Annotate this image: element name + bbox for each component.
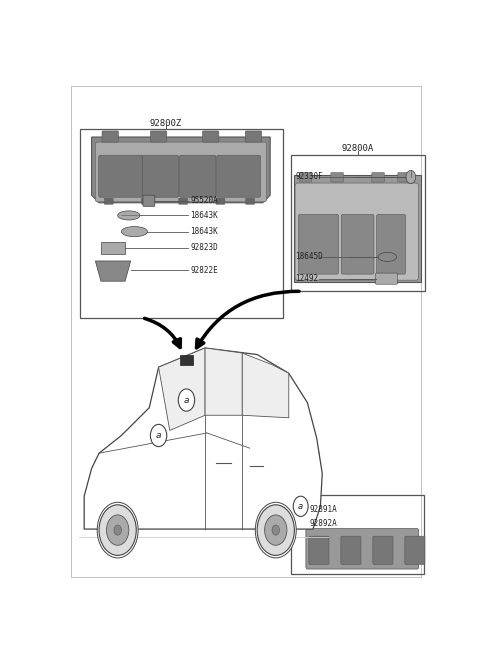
FancyBboxPatch shape — [96, 142, 266, 202]
Text: 95520A: 95520A — [190, 196, 218, 205]
FancyBboxPatch shape — [373, 536, 393, 564]
Polygon shape — [294, 175, 421, 283]
FancyBboxPatch shape — [309, 536, 329, 564]
Text: 92892A: 92892A — [310, 518, 338, 528]
FancyBboxPatch shape — [180, 355, 193, 365]
Text: 18643K: 18643K — [190, 211, 218, 220]
Text: 92891A: 92891A — [310, 505, 338, 514]
Polygon shape — [84, 348, 322, 529]
FancyBboxPatch shape — [150, 131, 167, 142]
FancyBboxPatch shape — [142, 155, 179, 197]
FancyBboxPatch shape — [299, 172, 312, 182]
FancyBboxPatch shape — [405, 536, 425, 564]
Polygon shape — [242, 353, 289, 418]
Text: 18645D: 18645D — [295, 252, 323, 261]
Circle shape — [293, 496, 308, 516]
Text: 92823D: 92823D — [190, 243, 218, 252]
FancyBboxPatch shape — [331, 172, 344, 182]
FancyBboxPatch shape — [375, 273, 397, 284]
FancyBboxPatch shape — [398, 172, 410, 182]
Circle shape — [97, 502, 138, 558]
Circle shape — [255, 502, 296, 558]
FancyBboxPatch shape — [180, 155, 216, 197]
Polygon shape — [92, 137, 270, 203]
FancyBboxPatch shape — [246, 198, 254, 204]
Circle shape — [406, 170, 416, 183]
FancyBboxPatch shape — [216, 155, 261, 197]
Circle shape — [99, 505, 136, 555]
Ellipse shape — [95, 457, 115, 470]
Text: 92822E: 92822E — [190, 265, 218, 275]
Ellipse shape — [118, 211, 140, 220]
FancyBboxPatch shape — [341, 536, 361, 564]
FancyBboxPatch shape — [309, 452, 319, 485]
Text: 12492: 12492 — [295, 274, 318, 283]
Text: 18643K: 18643K — [190, 227, 218, 236]
FancyBboxPatch shape — [377, 214, 406, 274]
FancyBboxPatch shape — [299, 214, 338, 274]
FancyBboxPatch shape — [143, 195, 155, 206]
FancyBboxPatch shape — [245, 131, 262, 142]
Polygon shape — [158, 348, 205, 430]
Polygon shape — [205, 348, 242, 415]
FancyBboxPatch shape — [142, 198, 150, 204]
FancyBboxPatch shape — [87, 487, 109, 516]
Polygon shape — [96, 261, 131, 281]
FancyBboxPatch shape — [179, 198, 188, 204]
Ellipse shape — [121, 227, 147, 237]
FancyBboxPatch shape — [372, 172, 384, 182]
Circle shape — [107, 515, 129, 545]
FancyBboxPatch shape — [203, 131, 219, 142]
Circle shape — [257, 505, 294, 555]
Circle shape — [114, 525, 121, 535]
FancyBboxPatch shape — [306, 529, 419, 569]
Text: 92800A: 92800A — [341, 144, 374, 153]
FancyBboxPatch shape — [102, 131, 119, 142]
Circle shape — [150, 424, 167, 447]
Text: 92800Z: 92800Z — [150, 119, 182, 128]
FancyBboxPatch shape — [99, 155, 143, 197]
FancyBboxPatch shape — [104, 198, 113, 204]
Text: 92330F: 92330F — [295, 173, 323, 181]
Circle shape — [264, 515, 287, 545]
Text: a: a — [184, 396, 189, 405]
FancyBboxPatch shape — [216, 198, 225, 204]
Text: a: a — [156, 431, 161, 440]
Ellipse shape — [378, 252, 396, 261]
FancyBboxPatch shape — [341, 214, 374, 274]
Circle shape — [272, 525, 279, 535]
Circle shape — [178, 389, 195, 411]
Polygon shape — [101, 242, 125, 254]
Text: a: a — [298, 502, 303, 510]
FancyBboxPatch shape — [295, 183, 419, 280]
